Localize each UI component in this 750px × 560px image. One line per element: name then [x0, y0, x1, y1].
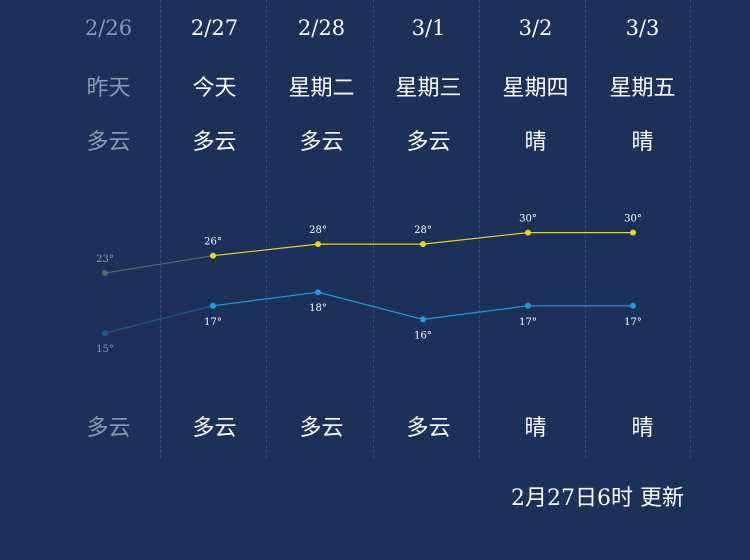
weekday-label: 今天: [192, 76, 237, 101]
weekday-label: 星期四: [502, 76, 569, 101]
night-weather-label: 晴: [631, 416, 654, 441]
date-label: 3/3: [625, 16, 660, 40]
high-point: [102, 270, 108, 276]
low-line-segment: [104, 305, 214, 334]
high-temp-label: 30°: [519, 214, 537, 225]
low-temp-label: 17°: [519, 317, 537, 328]
update-time-label: 2月27日6时 更新: [511, 486, 684, 511]
low-temp-label: 16°: [414, 330, 432, 341]
low-point: [630, 302, 636, 309]
weekday-label: 星期二: [288, 76, 355, 101]
column-divider: [479, 0, 480, 458]
day-weather-label: 多云: [192, 130, 237, 155]
high-temp-label: 23°: [96, 254, 114, 265]
weekday-label: 星期五: [609, 76, 676, 101]
low-line-segment: [212, 291, 319, 307]
high-point: [525, 229, 531, 236]
night-weather-label: 晴: [524, 416, 547, 441]
low-temp-label: 17°: [204, 317, 222, 328]
column-divider: [585, 0, 586, 458]
column-divider: [266, 0, 267, 458]
high-temp-label: 28°: [414, 225, 432, 236]
high-point: [315, 241, 321, 248]
day-weather-label: 多云: [86, 130, 131, 155]
date-label: 2/26: [84, 16, 133, 40]
low-point: [315, 289, 321, 296]
high-point: [630, 229, 636, 236]
night-weather-label: 多云: [299, 416, 344, 441]
low-point: [102, 330, 108, 336]
high-temp-label: 26°: [204, 237, 222, 248]
date-label: 3/2: [518, 16, 553, 40]
high-line-segment: [104, 255, 214, 274]
high-line-segment: [422, 232, 529, 245]
night-weather-label: 多云: [192, 416, 237, 441]
day-weather-label: 晴: [524, 130, 547, 155]
low-line-segment: [317, 291, 424, 320]
low-point: [420, 316, 426, 323]
high-point: [210, 252, 216, 259]
low-temp-label: 18°: [309, 303, 327, 314]
high-temp-label: 28°: [309, 225, 327, 236]
date-label: 3/1: [411, 16, 446, 40]
column-divider: [160, 0, 161, 458]
high-temp-label: 30°: [624, 214, 642, 225]
night-weather-label: 多云: [406, 416, 451, 441]
low-point: [210, 302, 216, 309]
night-weather-label: 多云: [86, 416, 131, 441]
low-point: [525, 302, 531, 309]
low-temp-label: 15°: [96, 344, 114, 355]
day-weather-label: 晴: [631, 130, 654, 155]
low-temp-label: 17°: [624, 317, 642, 328]
high-line-segment: [212, 243, 319, 257]
date-label: 2/27: [190, 16, 239, 40]
low-line-segment: [422, 305, 529, 320]
day-weather-label: 多云: [406, 130, 451, 155]
column-divider: [690, 0, 691, 458]
column-divider: [373, 0, 374, 458]
date-label: 2/28: [297, 16, 346, 40]
weekday-label: 昨天: [86, 76, 131, 101]
high-point: [420, 241, 426, 248]
day-weather-label: 多云: [299, 130, 344, 155]
weekday-label: 星期三: [395, 76, 462, 101]
